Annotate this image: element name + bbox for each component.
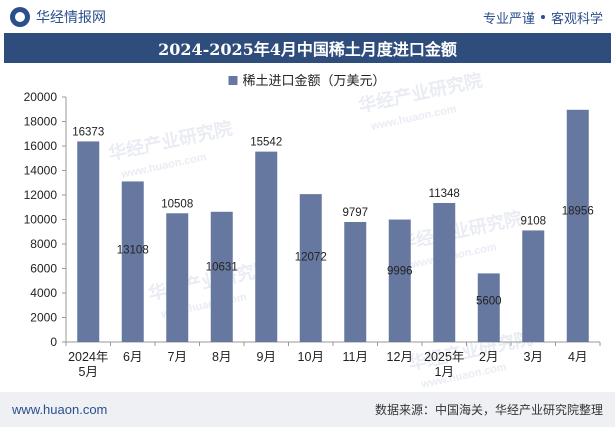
bar [210,211,233,342]
bar [77,141,100,342]
x-tick-label: 9月 [257,350,276,364]
data-label: 10508 [161,198,193,210]
data-label: 16373 [72,126,104,138]
x-tick-label: 8月 [212,350,231,364]
x-tick-label: 2025年 [424,350,464,364]
y-tick-label: 4000 [30,286,57,300]
data-label: 9108 [520,215,546,227]
x-tick-label: 5月 [79,365,98,379]
footer-source: 数据来源：中国海关，华经产业研究院整理 [374,403,603,417]
chart-title-bar: 2024-2025年4月中国稀土月度进口金额 [4,33,611,63]
bar [388,219,411,342]
slogan-left: 专业严谨 [482,10,535,26]
y-tick-label: 16000 [24,139,58,153]
data-label: 12072 [295,252,327,264]
y-tick-label: 2000 [30,311,57,325]
chart-title: 2024-2025年4月中国稀土月度进口金额 [158,40,457,59]
x-tick-label: 12月 [387,350,413,364]
legend-label: 稀土进口金额（万美元） [243,73,386,88]
y-tick-label: 8000 [30,237,57,251]
data-label: 9797 [342,207,368,219]
data-label: 13108 [117,245,149,257]
legend-swatch [228,76,238,85]
x-tick-label: 2024年 [68,350,108,364]
bar [433,202,456,342]
data-label: 15542 [250,137,282,149]
brand[interactable]: 华经情报网 [10,7,106,27]
brand-logo-icon [10,7,30,27]
y-tick-label: 14000 [24,164,58,178]
bar [344,221,367,342]
y-tick-label: 12000 [24,188,58,202]
footer: www.huaon.com 数据来源：中国海关，华经产业研究院整理 [0,392,615,427]
data-label: 11348 [429,188,460,200]
x-tick-label: 4月 [568,350,587,364]
x-tick-label: 1月 [435,365,454,379]
x-tick-label: 2月 [479,350,498,364]
bar-chart: 华经产业研究院www.huaon.com华经产业研究院www.huaon.com… [24,69,601,391]
bullet-dot-icon [540,15,545,19]
watermark-text: 华经产业研究院 [106,117,234,164]
y-tick-label: 18000 [24,115,58,129]
slogan-right: 客观科学 [550,10,603,26]
bar [121,181,144,342]
bar [299,194,322,342]
data-label: 9996 [387,266,413,278]
x-tick-label: 7月 [168,350,187,364]
data-label: 18956 [562,205,594,217]
x-tick-label: 3月 [524,350,543,364]
top-bar: 华经情报网 专业严谨 客观科学 [0,0,615,34]
y-tick-label: 20000 [24,90,58,104]
y-tick-label: 0 [50,335,57,349]
x-tick-label: 6月 [123,350,142,364]
y-tick-label: 6000 [30,262,57,276]
y-tick-label: 10000 [24,213,58,227]
bar [255,151,278,342]
bar [166,213,189,342]
bar [477,273,500,342]
x-tick-label: 10月 [298,350,324,364]
brand-name: 华经情报网 [36,9,106,25]
data-label: 10631 [206,261,238,273]
data-label: 5600 [476,295,502,307]
bar [522,230,545,342]
footer-url[interactable]: www.huaon.com [12,402,108,417]
slogan: 专业严谨 客观科学 [483,8,603,27]
watermark-text: 华经产业研究院 [396,207,524,254]
bar [566,109,589,342]
x-tick-label: 11月 [343,350,368,364]
